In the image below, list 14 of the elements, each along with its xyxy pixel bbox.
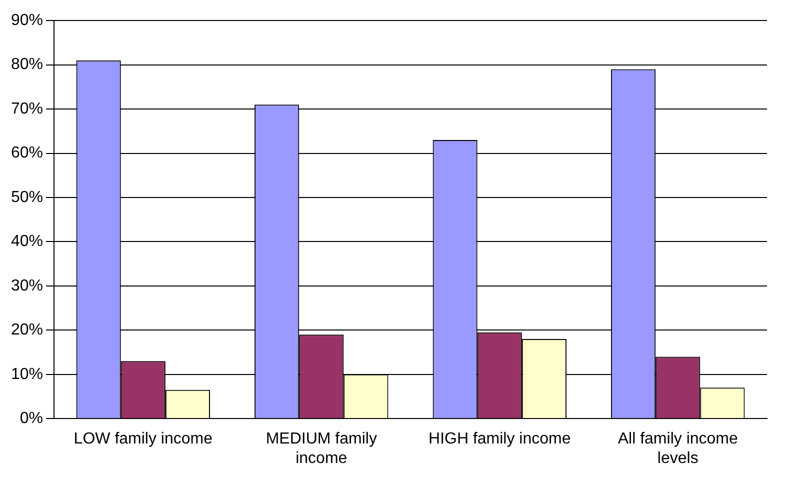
y-tick-label: 70% [10, 100, 44, 118]
y-tick-label: 60% [10, 144, 44, 162]
y-tick-label: 0% [20, 410, 44, 428]
x-tick-label: MEDIUM family income [266, 430, 377, 467]
y-tick-label: 10% [10, 366, 44, 383]
y-tick-label: 30% [10, 277, 44, 294]
x-tick-label: LOW family income [74, 430, 213, 448]
y-tick-label: 20% [10, 322, 44, 339]
y-tick-label: 40% [10, 233, 44, 250]
x-tick-label: All family income levels [618, 430, 738, 467]
y-tick-label: 90% [10, 12, 44, 30]
y-tick-label: 50% [10, 188, 44, 206]
y-tick-label: 80% [10, 56, 44, 74]
x-tick-label: HIGH family income [428, 430, 571, 448]
